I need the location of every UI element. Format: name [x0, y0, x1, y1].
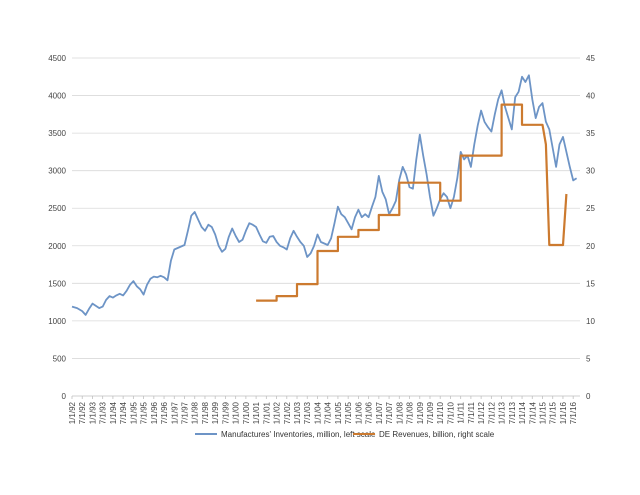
x-tick-label: 7/1/15 — [549, 401, 558, 424]
left-tick-label: 1000 — [48, 317, 66, 326]
left-tick-label: 500 — [53, 354, 67, 363]
series-lines — [71, 74, 578, 316]
x-axis-ticks: 1/1/92 7/1/92 1/1/93 7/1/93 1/1/94 7/1/94 1/1/… — [68, 396, 578, 424]
x-tick-label: 7/1/97 — [181, 401, 190, 424]
right-tick-label: 35 — [586, 129, 595, 138]
x-tick-label: 7/1/95 — [140, 401, 149, 424]
right-tick-label: 40 — [586, 92, 595, 101]
x-tick-label: 1/1/13 — [498, 401, 507, 424]
x-tick-label: 1/1/93 — [88, 401, 97, 424]
x-tick-label: 7/1/06 — [365, 401, 374, 424]
x-tick-label: 1/1/99 — [211, 401, 220, 424]
x-tick-label: 7/1/09 — [426, 401, 435, 424]
x-tick-label: 7/1/08 — [406, 401, 415, 424]
x-tick-label: 7/1/03 — [303, 401, 312, 424]
x-tick-label: 7/1/14 — [528, 401, 537, 424]
x-tick-label: 1/1/07 — [375, 401, 384, 424]
left-tick-label: 3000 — [48, 167, 66, 176]
x-tick-label: 7/1/16 — [569, 401, 578, 424]
x-tick-label: 7/1/94 — [119, 401, 128, 424]
x-tick-label: 1/1/06 — [354, 401, 363, 424]
x-tick-label: 1/1/97 — [170, 401, 179, 424]
x-tick-label: 1/1/03 — [293, 401, 302, 424]
x-tick-label: 7/1/13 — [508, 401, 517, 424]
left-tick-label: 0 — [62, 392, 67, 401]
x-tick-label: 7/1/98 — [201, 401, 210, 424]
x-tick-label: 7/1/02 — [283, 401, 292, 424]
right-tick-label: 45 — [586, 54, 595, 63]
x-tick-label: 1/1/02 — [273, 401, 282, 424]
x-tick-label: 7/1/11 — [467, 401, 476, 423]
x-tick-label: 1/1/15 — [538, 401, 547, 424]
right-tick-label: 10 — [586, 317, 595, 326]
x-tick-label: 1/1/92 — [68, 401, 77, 424]
right-tick-label: 5 — [586, 354, 591, 363]
x-tick-label: 1/1/04 — [313, 401, 322, 424]
x-tick-label: 1/1/16 — [559, 401, 568, 424]
x-tick-label: 1/1/11 — [457, 401, 466, 423]
x-tick-label: 7/1/12 — [487, 401, 496, 424]
x-tick-label: 1/1/96 — [150, 401, 159, 424]
legend: Manufactures' Inventories, million, left… — [195, 430, 495, 439]
right-tick-label: 25 — [586, 204, 595, 213]
x-tick-label: 1/1/09 — [416, 401, 425, 424]
x-tick-label: 1/1/12 — [477, 401, 486, 424]
x-tick-label: 7/1/05 — [344, 401, 353, 424]
left-tick-label: 4500 — [48, 54, 66, 63]
x-tick-label: 7/1/04 — [324, 401, 333, 424]
right-axis-ticks: 0 5 10 15 20 25 30 35 40 45 — [586, 54, 595, 401]
left-axis-ticks: 0 500 1000 1500 2000 2500 3000 3500 4000 4500 — [48, 54, 66, 401]
right-tick-label: 30 — [586, 167, 595, 176]
x-tick-label: 1/1/98 — [191, 401, 200, 424]
left-tick-label: 1500 — [48, 279, 66, 288]
x-tick-label: 1/1/94 — [109, 401, 118, 424]
series-line-inventories — [71, 74, 578, 316]
x-tick-label: 7/1/00 — [242, 401, 251, 424]
legend-label: DE Revenues, billion, right scale — [379, 430, 495, 439]
left-tick-label: 4000 — [48, 92, 66, 101]
left-tick-label: 2000 — [48, 242, 66, 251]
x-tick-label: 1/1/00 — [232, 401, 241, 424]
x-tick-label: 7/1/99 — [221, 401, 230, 424]
gridlines — [72, 57, 580, 397]
left-tick-label: 2500 — [48, 204, 66, 213]
x-tick-label: 1/1/01 — [252, 401, 261, 424]
x-tick-label: 7/1/10 — [446, 401, 455, 424]
x-tick-label: 1/1/08 — [395, 401, 404, 424]
x-tick-label: 1/1/95 — [129, 401, 138, 424]
x-tick-label: 7/1/96 — [160, 401, 169, 424]
x-tick-label: 7/1/01 — [262, 401, 271, 424]
x-tick-label: 1/1/14 — [518, 401, 527, 424]
right-tick-label: 0 — [586, 392, 591, 401]
series-line-de-revenues — [256, 103, 568, 302]
x-tick-label: 7/1/93 — [99, 401, 108, 424]
right-tick-label: 20 — [586, 242, 595, 251]
x-tick-label: 7/1/92 — [78, 401, 87, 424]
legend-label: Manufactures' Inventories, million, left… — [221, 430, 376, 439]
x-tick-label: 1/1/05 — [334, 401, 343, 424]
x-tick-label: 1/1/10 — [436, 401, 445, 424]
x-tick-label: 7/1/07 — [385, 401, 394, 424]
right-tick-label: 15 — [586, 279, 595, 288]
left-tick-label: 3500 — [48, 129, 66, 138]
